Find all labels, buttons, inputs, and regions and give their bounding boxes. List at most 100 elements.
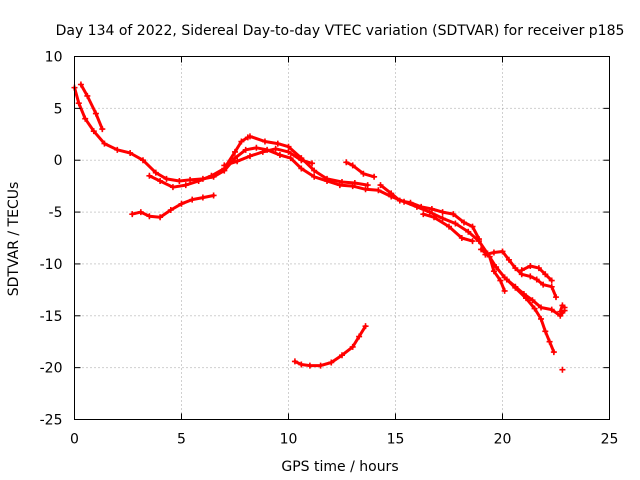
- data-point: [548, 283, 555, 290]
- data-point: [129, 211, 136, 218]
- y-tick-label: -20: [40, 361, 63, 377]
- data-point: [291, 358, 298, 365]
- x-tick-label: 10: [280, 432, 298, 448]
- data-point: [542, 328, 549, 335]
- series-track-2: [77, 81, 106, 133]
- data-point: [189, 196, 196, 203]
- data-point: [420, 211, 427, 218]
- x-tick-label: 25: [601, 432, 619, 448]
- data-point: [531, 305, 538, 312]
- data-point: [553, 294, 559, 301]
- data-point: [90, 128, 97, 135]
- chart-title: Day 134 of 2022, Sidereal Day-to-day VTE…: [56, 23, 625, 39]
- series-track-12: [503, 276, 568, 319]
- data-point: [546, 338, 553, 345]
- data-point: [439, 209, 446, 216]
- data-point: [431, 214, 438, 221]
- data-point: [535, 265, 542, 272]
- data-point: [538, 315, 545, 322]
- data-point: [238, 138, 245, 145]
- x-tick-label: 20: [494, 432, 512, 448]
- data-point: [439, 215, 446, 222]
- data-point: [469, 223, 476, 230]
- data-point: [548, 277, 555, 284]
- data-point: [311, 173, 318, 180]
- data-point: [336, 182, 343, 189]
- data-point: [533, 276, 540, 283]
- data-point: [512, 265, 519, 272]
- data-point: [499, 248, 506, 255]
- data-point: [287, 155, 294, 162]
- series-trace: [130, 194, 216, 219]
- series-trace: [79, 83, 104, 131]
- y-tick-label: -15: [40, 309, 63, 325]
- data-point: [418, 203, 425, 210]
- data-point: [195, 177, 202, 184]
- data-point: [458, 235, 465, 241]
- data-point: [114, 146, 121, 153]
- plot-frame: [74, 56, 610, 420]
- y-tick-label: 5: [54, 101, 63, 117]
- data-point: [75, 100, 82, 107]
- data-point: [311, 167, 318, 174]
- grid-lines: [74, 56, 610, 420]
- y-tick-label: 10: [45, 50, 63, 66]
- y-axis-label: SDTVAR / TECUs: [6, 182, 22, 297]
- data-point: [351, 180, 358, 187]
- data-point: [276, 152, 283, 159]
- data-point: [460, 219, 467, 226]
- data-point: [157, 177, 164, 184]
- y-tick-label: 0: [54, 153, 63, 169]
- series-track-14: [557, 302, 568, 315]
- data-point: [407, 199, 414, 206]
- data-point: [246, 133, 253, 140]
- x-tick-label: 0: [70, 432, 79, 448]
- series-trace: [73, 86, 556, 354]
- data-point: [362, 323, 369, 330]
- data-point: [360, 170, 367, 177]
- data-point: [356, 333, 363, 340]
- data-point: [152, 169, 159, 176]
- data-point: [232, 155, 238, 162]
- series-trace: [293, 324, 367, 368]
- data-point: [169, 184, 176, 191]
- series-trace: [505, 278, 567, 318]
- data-point: [490, 268, 497, 275]
- x-tick-label: 15: [387, 432, 405, 448]
- data-point: [520, 291, 527, 298]
- data-point: [362, 186, 369, 193]
- data-point: [324, 175, 331, 182]
- data-point: [232, 148, 238, 155]
- data-point: [199, 194, 206, 201]
- data-point: [309, 160, 316, 167]
- data-point: [364, 182, 371, 189]
- data-point: [505, 256, 512, 263]
- data-point: [446, 223, 452, 230]
- data-point: [253, 144, 260, 151]
- data-point: [139, 157, 146, 164]
- x-tick-label: 5: [177, 432, 186, 448]
- data-point: [187, 176, 194, 183]
- data-point: [371, 173, 378, 180]
- data-point: [375, 187, 382, 194]
- data-point: [343, 159, 350, 166]
- data-point: [349, 162, 356, 169]
- data-point: [542, 271, 549, 278]
- series-track-6: [246, 133, 371, 189]
- data-point: [497, 277, 504, 284]
- data-point: [377, 182, 384, 189]
- series-track-13: [518, 263, 555, 284]
- data-point: [157, 214, 164, 221]
- data-point: [538, 304, 545, 311]
- data-point: [478, 246, 485, 253]
- data-point: [388, 190, 395, 197]
- data-point: [512, 283, 519, 290]
- y-tick-label: -5: [49, 205, 63, 221]
- data-point: [452, 220, 459, 227]
- data-point: [246, 153, 253, 160]
- series-trace: [421, 212, 474, 243]
- y-tick-label: -10: [40, 257, 63, 273]
- data-point: [548, 306, 555, 313]
- data-point: [328, 359, 335, 366]
